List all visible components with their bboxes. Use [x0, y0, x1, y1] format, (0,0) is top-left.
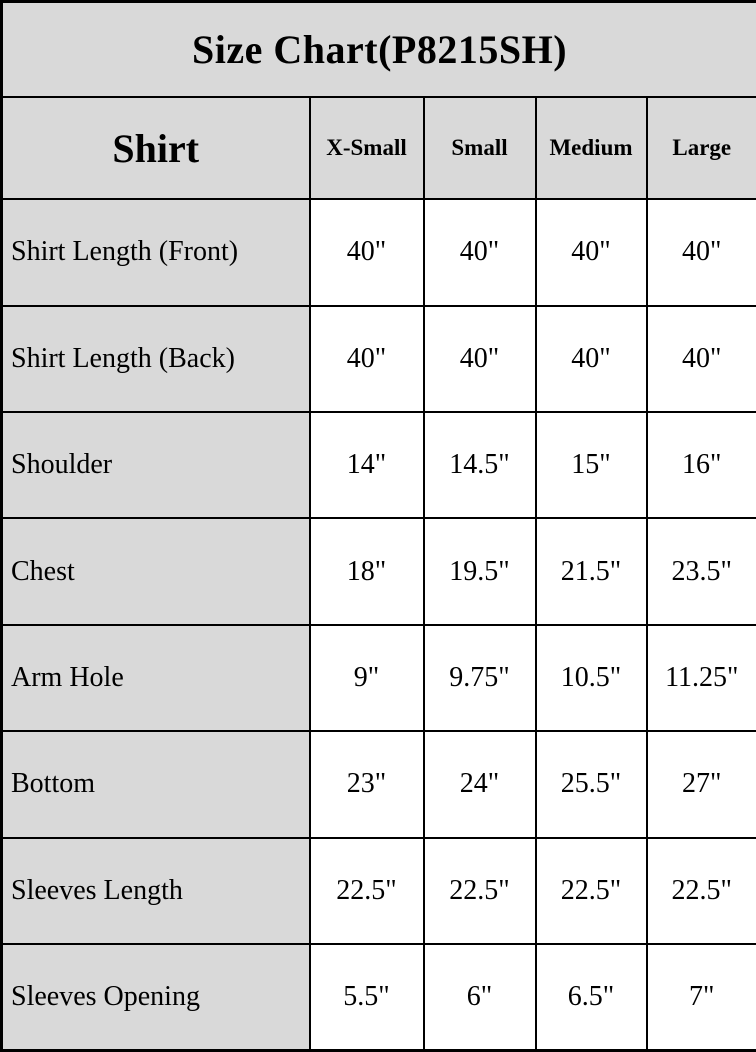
- table-cell: 5.5": [308, 942, 425, 1052]
- table-cell: 24": [422, 730, 537, 839]
- table-cell: 9": [308, 623, 425, 733]
- table-cell: 40": [534, 304, 648, 414]
- table-row: Sleeves Length 22.5" 22.5" 22.5" 22.5": [0, 836, 756, 945]
- table-cell: 7": [645, 942, 756, 1052]
- table-cell: 40": [308, 198, 425, 307]
- table-cell: 9.75": [422, 623, 537, 733]
- row-label: Bottom: [0, 730, 311, 839]
- row-label: Shirt Length (Front): [0, 198, 311, 307]
- table-cell: 14": [308, 411, 425, 520]
- table-cell: 22.5": [645, 836, 756, 945]
- table-cell: 27": [645, 730, 756, 839]
- table-corner-header: Shirt: [0, 95, 311, 201]
- row-label: Chest: [0, 517, 311, 626]
- table-cell: 18": [308, 517, 425, 626]
- table-cell: 40": [534, 198, 648, 307]
- table-cell: 22.5": [308, 836, 425, 945]
- table-row: Chest 18" 19.5" 21.5" 23.5": [0, 517, 756, 626]
- row-label: Arm Hole: [0, 623, 311, 733]
- table-cell: 25.5": [534, 730, 648, 839]
- row-label: Shoulder: [0, 411, 311, 520]
- table-cell: 11.25": [645, 623, 756, 733]
- column-header-small: Small: [422, 95, 537, 201]
- table-row: Shoulder 14" 14.5" 15" 16": [0, 411, 756, 520]
- table-cell: 22.5": [422, 836, 537, 945]
- page-title: Size Chart(P8215SH): [0, 0, 756, 98]
- table-cell: 23": [308, 730, 425, 839]
- row-label: Sleeves Opening: [0, 942, 311, 1052]
- table-cell: 40": [422, 198, 537, 307]
- table-cell: 19.5": [422, 517, 537, 626]
- table-cell: 23.5": [645, 517, 756, 626]
- table-cell: 40": [422, 304, 537, 414]
- column-header-large: Large: [645, 95, 756, 201]
- table-cell: 6": [422, 942, 537, 1052]
- table-row: Sleeves Opening 5.5" 6" 6.5" 7": [0, 942, 756, 1052]
- table-cell: 40": [645, 304, 756, 414]
- table-cell: 22.5": [534, 836, 648, 945]
- table-row: Arm Hole 9" 9.75" 10.5" 11.25": [0, 623, 756, 733]
- column-header-medium: Medium: [534, 95, 648, 201]
- table-cell: 40": [645, 198, 756, 307]
- title-row: Size Chart(P8215SH): [0, 0, 756, 98]
- table-cell: 21.5": [534, 517, 648, 626]
- row-label: Sleeves Length: [0, 836, 311, 945]
- table-row: Bottom 23" 24" 25.5" 27": [0, 730, 756, 839]
- table-row: Shirt Length (Front) 40" 40" 40" 40": [0, 198, 756, 307]
- table-cell: 6.5": [534, 942, 648, 1052]
- column-header-xsmall: X-Small: [308, 95, 425, 201]
- table-cell: 16": [645, 411, 756, 520]
- table-cell: 10.5": [534, 623, 648, 733]
- table-row: Shirt Length (Back) 40" 40" 40" 40": [0, 304, 756, 414]
- table-cell: 15": [534, 411, 648, 520]
- row-label: Shirt Length (Back): [0, 304, 311, 414]
- table-cell: 40": [308, 304, 425, 414]
- table-cell: 14.5": [422, 411, 537, 520]
- header-row: Shirt X-Small Small Medium Large: [0, 95, 756, 201]
